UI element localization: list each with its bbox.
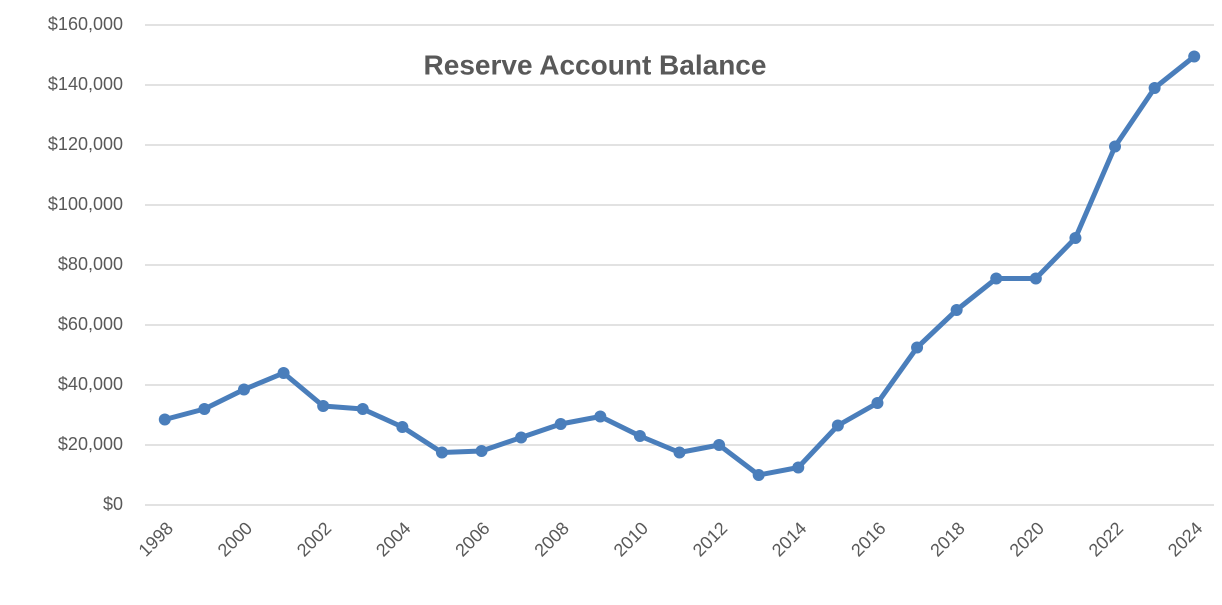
x-tick-label: 2010 [610, 518, 652, 560]
x-tick-label: 1998 [135, 518, 177, 560]
y-tick-label: $60,000 [58, 314, 123, 334]
data-point [950, 304, 963, 316]
y-tick-label: $80,000 [58, 254, 123, 274]
x-tick-label: 2018 [926, 518, 968, 560]
x-tick-label: 2006 [451, 518, 493, 560]
data-point [752, 469, 765, 481]
x-tick-label: 2008 [530, 518, 572, 560]
y-tick-label: $0 [103, 494, 123, 514]
data-point [237, 383, 250, 396]
data-point [317, 400, 330, 412]
x-tick-label: 2004 [372, 518, 414, 560]
x-tick-label: 2014 [768, 518, 810, 560]
data-point [673, 446, 686, 459]
x-tick-label: 2000 [214, 518, 256, 560]
data-point [1029, 272, 1042, 285]
x-tick-label: 2016 [847, 518, 889, 560]
data-point [515, 431, 528, 444]
chart-title: Reserve Account Balance [424, 49, 767, 80]
data-point [198, 403, 211, 415]
data-point [831, 419, 844, 432]
y-tick-label: $40,000 [58, 374, 123, 394]
y-tick-label: $140,000 [48, 74, 123, 94]
y-tick-label: $160,000 [48, 14, 123, 34]
data-point [356, 403, 369, 415]
data-point [158, 413, 171, 426]
data-point [1109, 140, 1122, 153]
data-point [990, 272, 1003, 285]
data-point [1069, 232, 1082, 244]
x-tick-label: 2020 [1006, 518, 1048, 560]
x-tick-label: 2012 [689, 518, 731, 560]
x-tick-label: 2024 [1164, 518, 1206, 560]
data-point [396, 421, 409, 433]
x-tick-label: 2002 [293, 518, 335, 560]
data-point [554, 418, 567, 430]
data-point [475, 445, 488, 457]
data-point [435, 446, 448, 459]
data-point [713, 439, 726, 451]
y-tick-label: $120,000 [48, 134, 123, 154]
data-point [911, 341, 924, 354]
y-tick-label: $100,000 [48, 194, 123, 214]
data-point [633, 430, 646, 442]
data-point [1188, 50, 1201, 63]
data-point [277, 367, 290, 379]
y-tick-label: $20,000 [58, 434, 123, 454]
data-point [792, 461, 805, 474]
data-point [871, 397, 884, 409]
data-point [594, 410, 607, 423]
data-point [1148, 82, 1161, 94]
x-tick-label: 2022 [1085, 518, 1127, 560]
